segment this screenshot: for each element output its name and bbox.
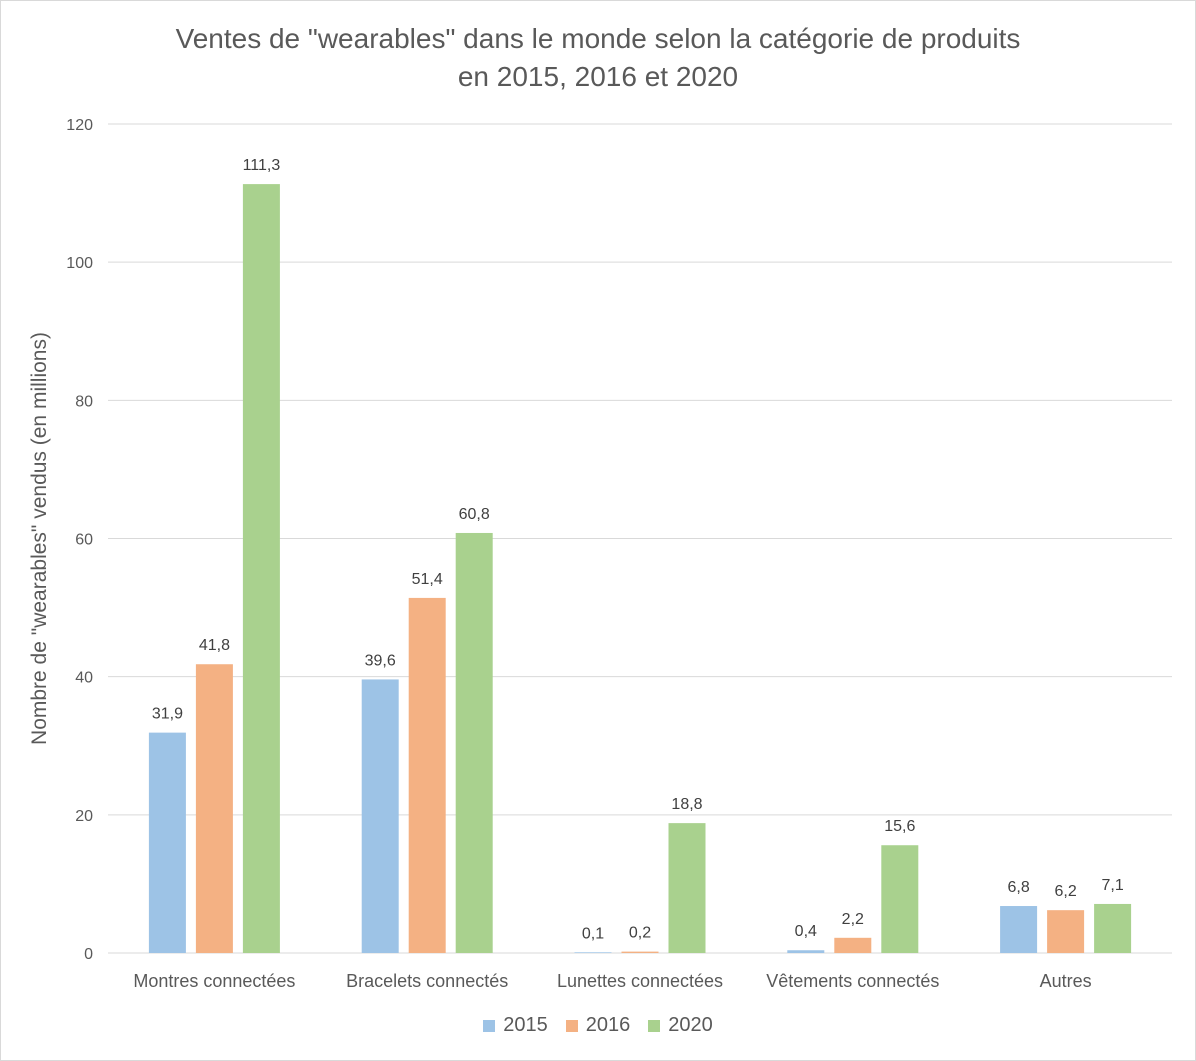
bar-2020-4 xyxy=(1094,903,1132,953)
bar-2015-4 xyxy=(1000,906,1038,953)
category-label-2: Lunettes connectées xyxy=(557,971,723,991)
bar-2016-1 xyxy=(408,597,446,953)
y-tick-label-120: 120 xyxy=(66,117,93,134)
bar-2020-0 xyxy=(242,184,280,954)
chart-title-line1: Ventes de "wearables" dans le monde selo… xyxy=(175,23,1021,54)
legend-label-2016: 2016 xyxy=(585,1014,631,1036)
bar-2020-2 xyxy=(668,823,706,953)
legend-swatch-2015 xyxy=(483,1019,496,1032)
bar-2016-3 xyxy=(834,937,872,953)
legend-swatch-2020 xyxy=(648,1019,661,1032)
data-label-2020-4: 7,1 xyxy=(1101,877,1123,894)
y-axis-title: Nombre de "wearables" vendus (en million… xyxy=(28,332,51,745)
data-label-2020-0: 111,3 xyxy=(243,157,281,174)
data-label-2020-2: 18,8 xyxy=(671,796,702,813)
y-tick-label-40: 40 xyxy=(75,670,93,687)
data-label-2015-4: 6,8 xyxy=(1007,879,1029,896)
bar-2020-3 xyxy=(881,845,919,953)
bar-2015-0 xyxy=(148,732,186,953)
legend-item-2015: 2015 xyxy=(483,1014,548,1037)
data-label-2016-3: 2,2 xyxy=(842,911,864,928)
legend-item-2016: 2016 xyxy=(565,1014,631,1037)
bar-2016-4 xyxy=(1047,910,1085,953)
chart-title: Ventes de "wearables" dans le monde selo… xyxy=(0,20,1196,96)
data-label-2015-1: 39,6 xyxy=(365,652,396,669)
data-label-2015-3: 0,4 xyxy=(795,923,817,940)
legend-label-2015: 2015 xyxy=(503,1014,548,1036)
data-label-2016-1: 51,4 xyxy=(412,571,443,588)
bar-2015-2 xyxy=(574,952,612,953)
chart-title-line2: en 2015, 2016 et 2020 xyxy=(457,61,739,92)
data-label-2020-1: 60,8 xyxy=(459,506,490,523)
category-label-0: Montres connectées xyxy=(133,971,295,991)
y-tick-label-0: 0 xyxy=(84,946,93,963)
legend: 2015 2016 2020 xyxy=(0,1014,1196,1037)
y-tick-label-60: 60 xyxy=(75,532,93,549)
data-label-2015-0: 31,9 xyxy=(152,706,183,723)
legend-item-2020: 2020 xyxy=(648,1014,713,1037)
data-label-2016-2: 0,2 xyxy=(629,925,651,942)
bar-2016-0 xyxy=(195,664,233,953)
y-tick-label-80: 80 xyxy=(75,393,93,410)
y-tick-label-100: 100 xyxy=(66,255,93,272)
legend-swatch-2016 xyxy=(565,1019,578,1032)
legend-label-2020: 2020 xyxy=(668,1014,713,1036)
category-label-4: Autres xyxy=(1040,971,1092,991)
bar-2015-1 xyxy=(361,679,399,953)
category-label-3: Vêtements connectés xyxy=(766,971,939,991)
bar-2015-3 xyxy=(787,950,825,953)
y-tick-label-20: 20 xyxy=(75,808,93,825)
data-label-2015-2: 0,1 xyxy=(582,925,604,942)
bar-2020-1 xyxy=(455,532,493,953)
bar-2016-2 xyxy=(621,951,659,953)
data-label-2020-3: 15,6 xyxy=(884,818,915,835)
data-label-2016-0: 41,8 xyxy=(199,637,230,654)
category-label-1: Bracelets connectés xyxy=(346,971,508,991)
data-label-2016-4: 6,2 xyxy=(1054,883,1076,900)
